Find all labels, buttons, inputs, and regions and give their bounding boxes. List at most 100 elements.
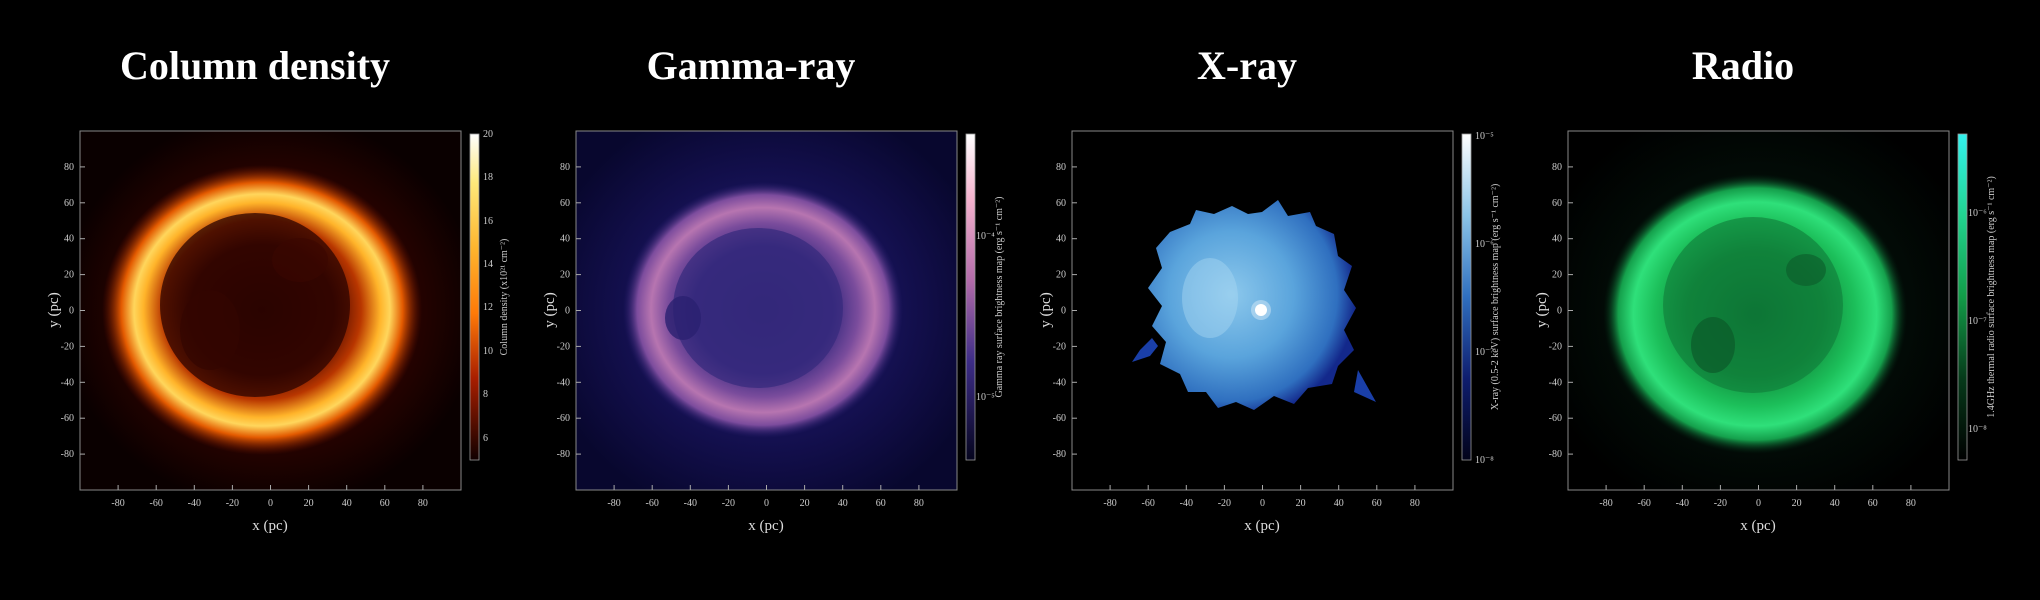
x-tick-label: 60 (876, 498, 886, 509)
x-tick-label: 80 (418, 498, 428, 509)
y-axis-label: y (pc) (46, 292, 62, 327)
x-tick-label: -40 (1180, 498, 1193, 509)
x-tick-label: -60 (1638, 498, 1651, 509)
x-tick-label: 40 (1830, 498, 1840, 509)
y-tick-label: 20 (1056, 270, 1066, 281)
colorbar (1957, 133, 1968, 461)
colorbar-tick: 6 (483, 433, 488, 444)
y-tick-label: -40 (61, 377, 74, 388)
y-tick-label: -80 (557, 449, 570, 460)
panel-title: X-ray (1197, 43, 1297, 88)
radio-image (1603, 174, 1907, 454)
x-ray-plot: 10⁻⁵ 10⁻⁶ 10⁻⁷ 10⁻⁸ X-ray (0.5-2 keV) su… (1038, 130, 1501, 534)
y-tick-label: -40 (1549, 377, 1562, 388)
colorbar-tick: 14 (483, 259, 493, 270)
y-tick-label: 40 (1552, 234, 1562, 245)
y-axis-label: y (pc) (542, 292, 558, 327)
y-tick-label: 80 (560, 162, 570, 173)
y-tick-label: 0 (565, 306, 570, 317)
colorbar-tick: 10⁻⁶ (1968, 208, 1987, 219)
colorbar (469, 133, 480, 461)
y-tick-label: 20 (1552, 270, 1562, 281)
colorbar-label: Column density (x10²¹ cm⁻²) (499, 239, 510, 356)
colorbar-label: 1.4GHz thermal radio surface brightness … (1986, 176, 1997, 418)
y-tick-label: -80 (61, 449, 74, 460)
x-axis-label: x (pc) (1740, 518, 1775, 534)
colorbar-tick: 12 (483, 302, 493, 313)
x-tick-label: 0 (1260, 498, 1265, 509)
x-tick-label: 40 (342, 498, 352, 509)
colorbar-tick: 10⁻⁸ (1475, 455, 1494, 466)
x-tick-label: 20 (1792, 498, 1802, 509)
x-tick-label: 40 (838, 498, 848, 509)
gamma-ray-plot: 10⁻⁴ 10⁻⁵ Gamma ray surface brightness m… (542, 130, 1005, 534)
colorbar (965, 133, 976, 461)
y-tick-label: 0 (1061, 306, 1066, 317)
x-tick-label: -80 (111, 498, 124, 509)
column-density-plot: 20 18 16 14 12 10 8 6 Column density (x1… (46, 129, 510, 534)
y-axis-label: y (pc) (1038, 292, 1054, 327)
y-tick-label: 60 (1056, 198, 1066, 209)
y-tick-label: 20 (560, 270, 570, 281)
x-tick-label: -20 (1714, 498, 1727, 509)
panel-title: Gamma-ray (646, 43, 856, 88)
y-tick-label: -40 (1053, 377, 1066, 388)
x-tick-label: -40 (1676, 498, 1689, 509)
colorbar (1461, 133, 1472, 461)
y-tick-label: 40 (1056, 234, 1066, 245)
y-tick-label: -60 (1053, 413, 1066, 424)
colorbar-tick: 10⁻⁷ (1968, 316, 1987, 327)
y-tick-label: -20 (61, 341, 74, 352)
y-tick-label: -20 (1549, 341, 1562, 352)
y-tick-label: 60 (1552, 198, 1562, 209)
x-tick-label: -60 (1142, 498, 1155, 509)
panel-radio: Radio (1488, 0, 1998, 600)
x-tick-label: 0 (764, 498, 769, 509)
y-tick-label: 80 (1056, 162, 1066, 173)
x-tick-label: -20 (226, 498, 239, 509)
y-tick-label: 40 (560, 234, 570, 245)
x-ray-image (1132, 200, 1376, 410)
x-tick-label: -80 (1103, 498, 1116, 509)
y-tick-label: -80 (1053, 449, 1066, 460)
panel-gamma-ray: Gamma-ray (496, 0, 1006, 600)
colorbar-tick: 20 (483, 129, 493, 140)
panel-title: Column density (119, 43, 391, 88)
y-tick-label: 40 (64, 234, 74, 245)
x-tick-label: -60 (646, 498, 659, 509)
x-tick-label: 20 (304, 498, 314, 509)
x-tick-label: 40 (1334, 498, 1344, 509)
x-tick-label: 80 (1410, 498, 1420, 509)
column-density-image (102, 165, 422, 455)
x-tick-label: 60 (1372, 498, 1382, 509)
x-tick-label: 20 (800, 498, 810, 509)
x-tick-label: 60 (380, 498, 390, 509)
colorbar-label: X-ray (0.5-2 keV) surface brightness map… (1490, 184, 1501, 411)
panel-x-ray: X-ray 1 (992, 0, 1502, 600)
y-tick-label: -60 (61, 413, 74, 424)
x-tick-label: -60 (150, 498, 163, 509)
radio-plot: 10⁻⁶ 10⁻⁷ 10⁻⁸ 1.4GHz thermal radio surf… (1534, 130, 1997, 534)
x-tick-label: -40 (684, 498, 697, 509)
y-tick-label: 20 (64, 270, 74, 281)
colorbar-tick: 10⁻⁴ (976, 231, 995, 242)
y-tick-label: 0 (1557, 306, 1562, 317)
colorbar-tick: 16 (483, 216, 493, 227)
x-tick-label: 0 (1756, 498, 1761, 509)
y-tick-label: -80 (1549, 449, 1562, 460)
y-tick-label: 0 (69, 306, 74, 317)
panel-column-density: Column density (0, 0, 510, 600)
x-axis-label: x (pc) (252, 518, 287, 534)
x-tick-label: -20 (1218, 498, 1231, 509)
colorbar-tick: 10⁻⁷ (1475, 347, 1494, 358)
y-tick-label: -40 (557, 377, 570, 388)
colorbar-label: Gamma ray surface brightness map (erg s⁻… (994, 196, 1005, 397)
colorbar-tick: 18 (483, 172, 493, 183)
colorbar-tick: 10 (483, 346, 493, 357)
panel-title: Radio (1691, 43, 1795, 88)
y-tick-label: 60 (64, 198, 74, 209)
x-tick-label: -20 (722, 498, 735, 509)
colorbar-tick: 10⁻⁵ (1475, 131, 1494, 142)
x-tick-label: 80 (1906, 498, 1916, 509)
colorbar-tick: 10⁻⁵ (976, 392, 995, 403)
